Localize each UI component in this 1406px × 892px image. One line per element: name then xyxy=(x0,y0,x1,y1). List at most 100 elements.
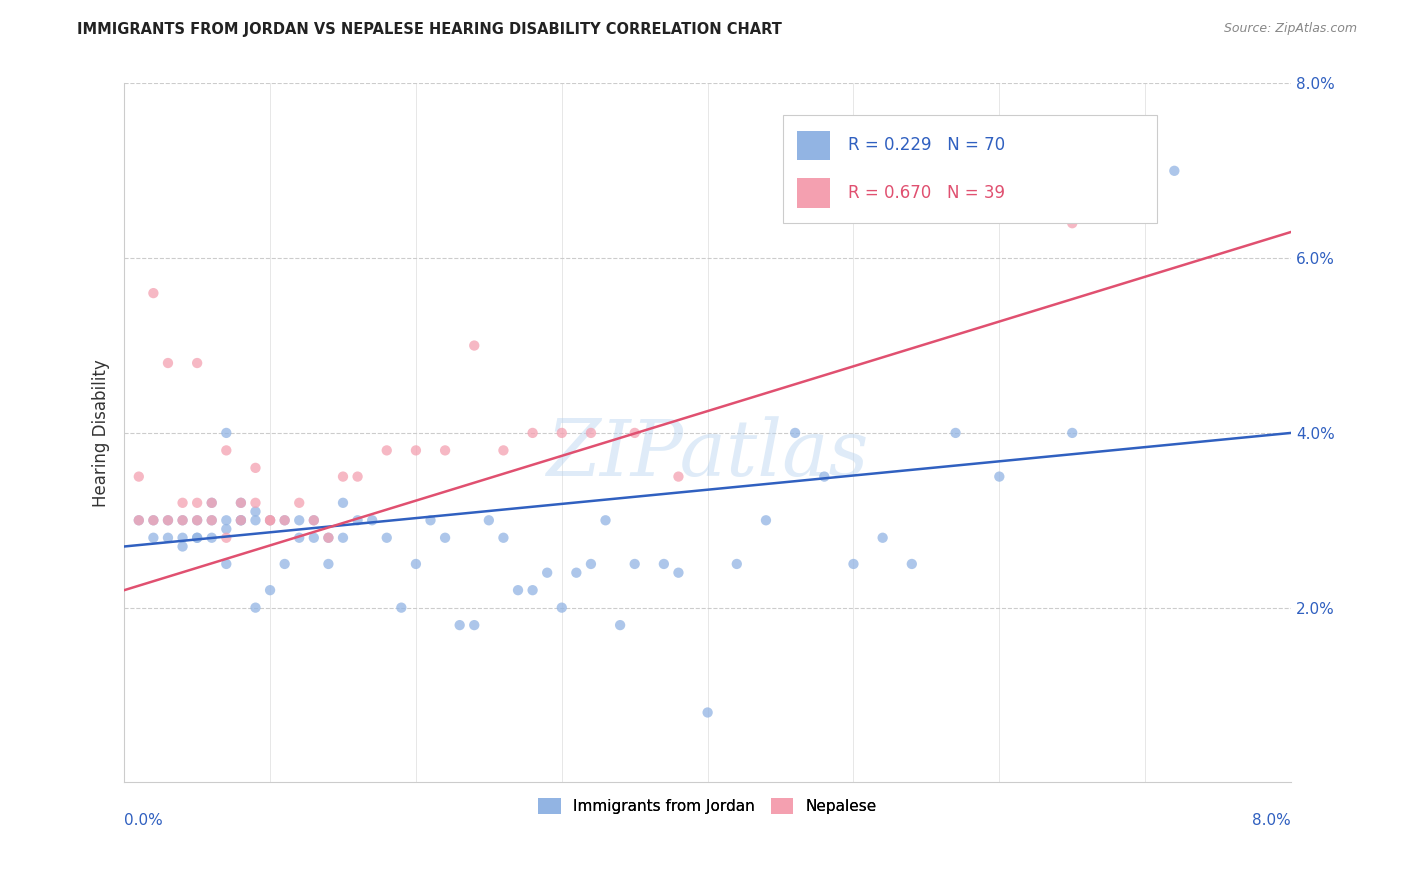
Point xyxy=(449,618,471,632)
Point xyxy=(419,513,441,527)
Point xyxy=(696,706,718,720)
Point xyxy=(609,618,631,632)
Point xyxy=(186,356,208,370)
Point xyxy=(302,513,325,527)
Point xyxy=(389,600,412,615)
Point xyxy=(288,513,311,527)
Point xyxy=(623,557,645,571)
Point xyxy=(245,461,267,475)
Point xyxy=(288,496,311,510)
Point xyxy=(1062,425,1084,440)
Point xyxy=(128,513,150,527)
Point xyxy=(273,513,295,527)
Point xyxy=(186,513,208,527)
Text: Source: ZipAtlas.com: Source: ZipAtlas.com xyxy=(1223,22,1357,36)
Point xyxy=(186,531,208,545)
Point xyxy=(522,425,544,440)
Text: IMMIGRANTS FROM JORDAN VS NEPALESE HEARING DISABILITY CORRELATION CHART: IMMIGRANTS FROM JORDAN VS NEPALESE HEARI… xyxy=(77,22,782,37)
Point xyxy=(565,566,588,580)
Point xyxy=(332,531,354,545)
Point xyxy=(172,513,194,527)
Point xyxy=(245,600,267,615)
Point xyxy=(215,557,238,571)
Point xyxy=(318,531,340,545)
Point xyxy=(172,513,194,527)
Point xyxy=(813,469,835,483)
Text: ZIPatlas: ZIPatlas xyxy=(547,416,869,492)
FancyBboxPatch shape xyxy=(783,115,1157,223)
Point xyxy=(229,513,252,527)
Point xyxy=(1163,163,1185,178)
Point xyxy=(434,443,457,458)
Point xyxy=(172,531,194,545)
Point xyxy=(142,531,165,545)
Point xyxy=(579,425,602,440)
Point xyxy=(142,513,165,527)
Point xyxy=(186,531,208,545)
Point xyxy=(346,513,368,527)
Point xyxy=(623,425,645,440)
Point xyxy=(128,469,150,483)
Point xyxy=(186,496,208,510)
Point xyxy=(156,513,179,527)
Point xyxy=(229,496,252,510)
Point xyxy=(172,496,194,510)
Point xyxy=(318,557,340,571)
Point xyxy=(142,513,165,527)
FancyBboxPatch shape xyxy=(797,178,830,208)
Point xyxy=(506,583,529,598)
Point xyxy=(463,338,485,352)
Point xyxy=(551,600,574,615)
Point xyxy=(229,513,252,527)
Point xyxy=(273,513,295,527)
Point xyxy=(156,356,179,370)
Text: R = 0.229   N = 70: R = 0.229 N = 70 xyxy=(848,136,1005,154)
Point xyxy=(332,469,354,483)
Point xyxy=(201,513,224,527)
Point xyxy=(579,557,602,571)
Point xyxy=(375,443,398,458)
Point xyxy=(201,496,224,510)
Point xyxy=(259,513,281,527)
Point xyxy=(434,531,457,545)
Point xyxy=(288,531,311,545)
Point xyxy=(201,513,224,527)
Y-axis label: Hearing Disability: Hearing Disability xyxy=(93,359,110,507)
Point xyxy=(668,469,690,483)
Text: 8.0%: 8.0% xyxy=(1253,813,1291,828)
Point xyxy=(172,540,194,554)
Point xyxy=(536,566,558,580)
Point xyxy=(215,513,238,527)
Point xyxy=(375,531,398,545)
Point xyxy=(156,531,179,545)
Point xyxy=(652,557,675,571)
Point xyxy=(785,425,807,440)
Point xyxy=(259,513,281,527)
Point xyxy=(492,443,515,458)
Point xyxy=(201,496,224,510)
Point xyxy=(595,513,617,527)
Point xyxy=(1062,216,1084,230)
Point xyxy=(478,513,501,527)
Point xyxy=(142,286,165,301)
Point xyxy=(229,496,252,510)
Point xyxy=(945,425,967,440)
Point xyxy=(215,425,238,440)
Point xyxy=(215,443,238,458)
Point xyxy=(522,583,544,598)
Point xyxy=(463,618,485,632)
Point xyxy=(872,531,894,545)
Point xyxy=(245,504,267,518)
Point xyxy=(988,469,1011,483)
Point xyxy=(259,583,281,598)
Point xyxy=(318,531,340,545)
Point xyxy=(842,557,865,571)
Point xyxy=(259,513,281,527)
Point xyxy=(229,513,252,527)
Legend: Immigrants from Jordan, Nepalese: Immigrants from Jordan, Nepalese xyxy=(533,792,883,820)
Point xyxy=(128,513,150,527)
Text: 0.0%: 0.0% xyxy=(124,813,163,828)
FancyBboxPatch shape xyxy=(797,130,830,160)
Point xyxy=(551,425,574,440)
Text: R = 0.670   N = 39: R = 0.670 N = 39 xyxy=(848,184,1005,202)
